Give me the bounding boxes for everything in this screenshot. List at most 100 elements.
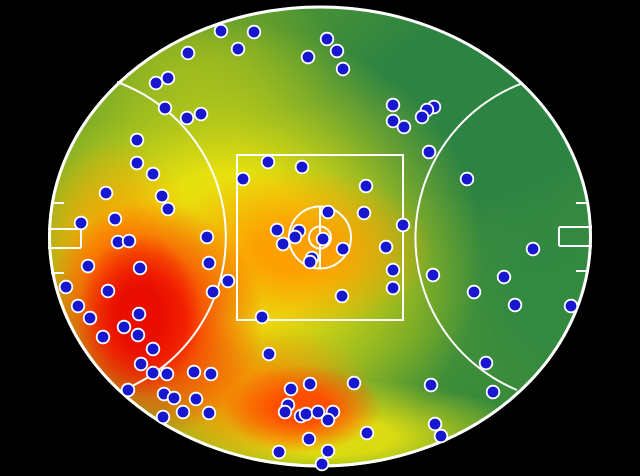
data-point [271, 444, 287, 460]
centre-square [236, 154, 404, 321]
data-point [180, 45, 196, 61]
data-point [82, 310, 98, 326]
data-point [385, 280, 401, 296]
data-point [385, 262, 401, 278]
data-point [160, 70, 176, 86]
data-point [427, 416, 443, 432]
data-point [507, 297, 523, 313]
data-point [298, 406, 314, 422]
data-point [320, 443, 336, 459]
data-point [160, 201, 176, 217]
data-point [277, 404, 293, 420]
data-point [315, 231, 331, 247]
data-point [283, 381, 299, 397]
data-point [145, 341, 161, 357]
data-point [496, 269, 512, 285]
data-point [423, 377, 439, 393]
data-point [188, 391, 204, 407]
heatmap-blob [222, 364, 382, 452]
data-point [95, 329, 111, 345]
data-point [131, 306, 147, 322]
data-point [213, 23, 229, 39]
data-point [201, 255, 217, 271]
data-point [254, 309, 270, 325]
data-point [310, 404, 326, 420]
data-point [346, 375, 362, 391]
data-point [334, 288, 350, 304]
data-point [485, 384, 501, 400]
data-point [58, 279, 74, 295]
data-point [275, 236, 291, 252]
data-point [70, 298, 86, 314]
data-point [395, 217, 411, 233]
data-point [179, 110, 195, 126]
data-point [230, 41, 246, 57]
data-point [166, 390, 182, 406]
data-point [302, 376, 318, 392]
data-point [359, 425, 375, 441]
data-point [320, 412, 336, 428]
data-point [287, 229, 303, 245]
data-point [261, 346, 277, 362]
data-point [301, 431, 317, 447]
data-point [145, 365, 161, 381]
data-point [98, 185, 114, 201]
data-point [385, 113, 401, 129]
data-point [269, 222, 285, 238]
data-point [320, 204, 336, 220]
data-point [335, 61, 351, 77]
data-point [356, 205, 372, 221]
data-point [459, 171, 475, 187]
data-point [563, 298, 579, 314]
data-point [300, 49, 316, 65]
data-point [129, 155, 145, 171]
data-point [203, 366, 219, 382]
field-markings [48, 5, 592, 468]
data-point [157, 100, 173, 116]
data-point [73, 215, 89, 231]
data-point [220, 273, 236, 289]
data-point [100, 283, 116, 299]
data-point [107, 211, 123, 227]
data-point [385, 97, 401, 113]
data-point [525, 241, 541, 257]
data-point [319, 31, 335, 47]
data-point [294, 159, 310, 175]
data-point [478, 355, 494, 371]
data-point [154, 188, 170, 204]
data-point [260, 154, 276, 170]
data-point [414, 109, 430, 125]
data-point [329, 43, 345, 59]
data-point [466, 284, 482, 300]
data-point [358, 178, 374, 194]
data-point [116, 319, 132, 335]
data-point [335, 241, 351, 257]
data-point [421, 144, 437, 160]
data-point [133, 356, 149, 372]
data-point [199, 229, 215, 245]
data-point [302, 254, 318, 270]
data-point [155, 409, 171, 425]
data-point [425, 267, 441, 283]
data-point [159, 366, 175, 382]
data-point [205, 284, 221, 300]
data-point [433, 428, 449, 444]
data-point [121, 233, 137, 249]
fifty-metre-arc-right [414, 82, 524, 391]
data-point [186, 364, 202, 380]
data-point [120, 382, 136, 398]
data-point [80, 258, 96, 274]
data-point [132, 260, 148, 276]
data-point [378, 239, 394, 255]
data-point [175, 404, 191, 420]
data-point [130, 327, 146, 343]
data-point [145, 166, 161, 182]
data-point [396, 119, 412, 135]
data-point [235, 171, 251, 187]
data-point [193, 106, 209, 122]
data-point [148, 75, 164, 91]
data-points-layer [58, 23, 579, 472]
data-point [246, 24, 262, 40]
